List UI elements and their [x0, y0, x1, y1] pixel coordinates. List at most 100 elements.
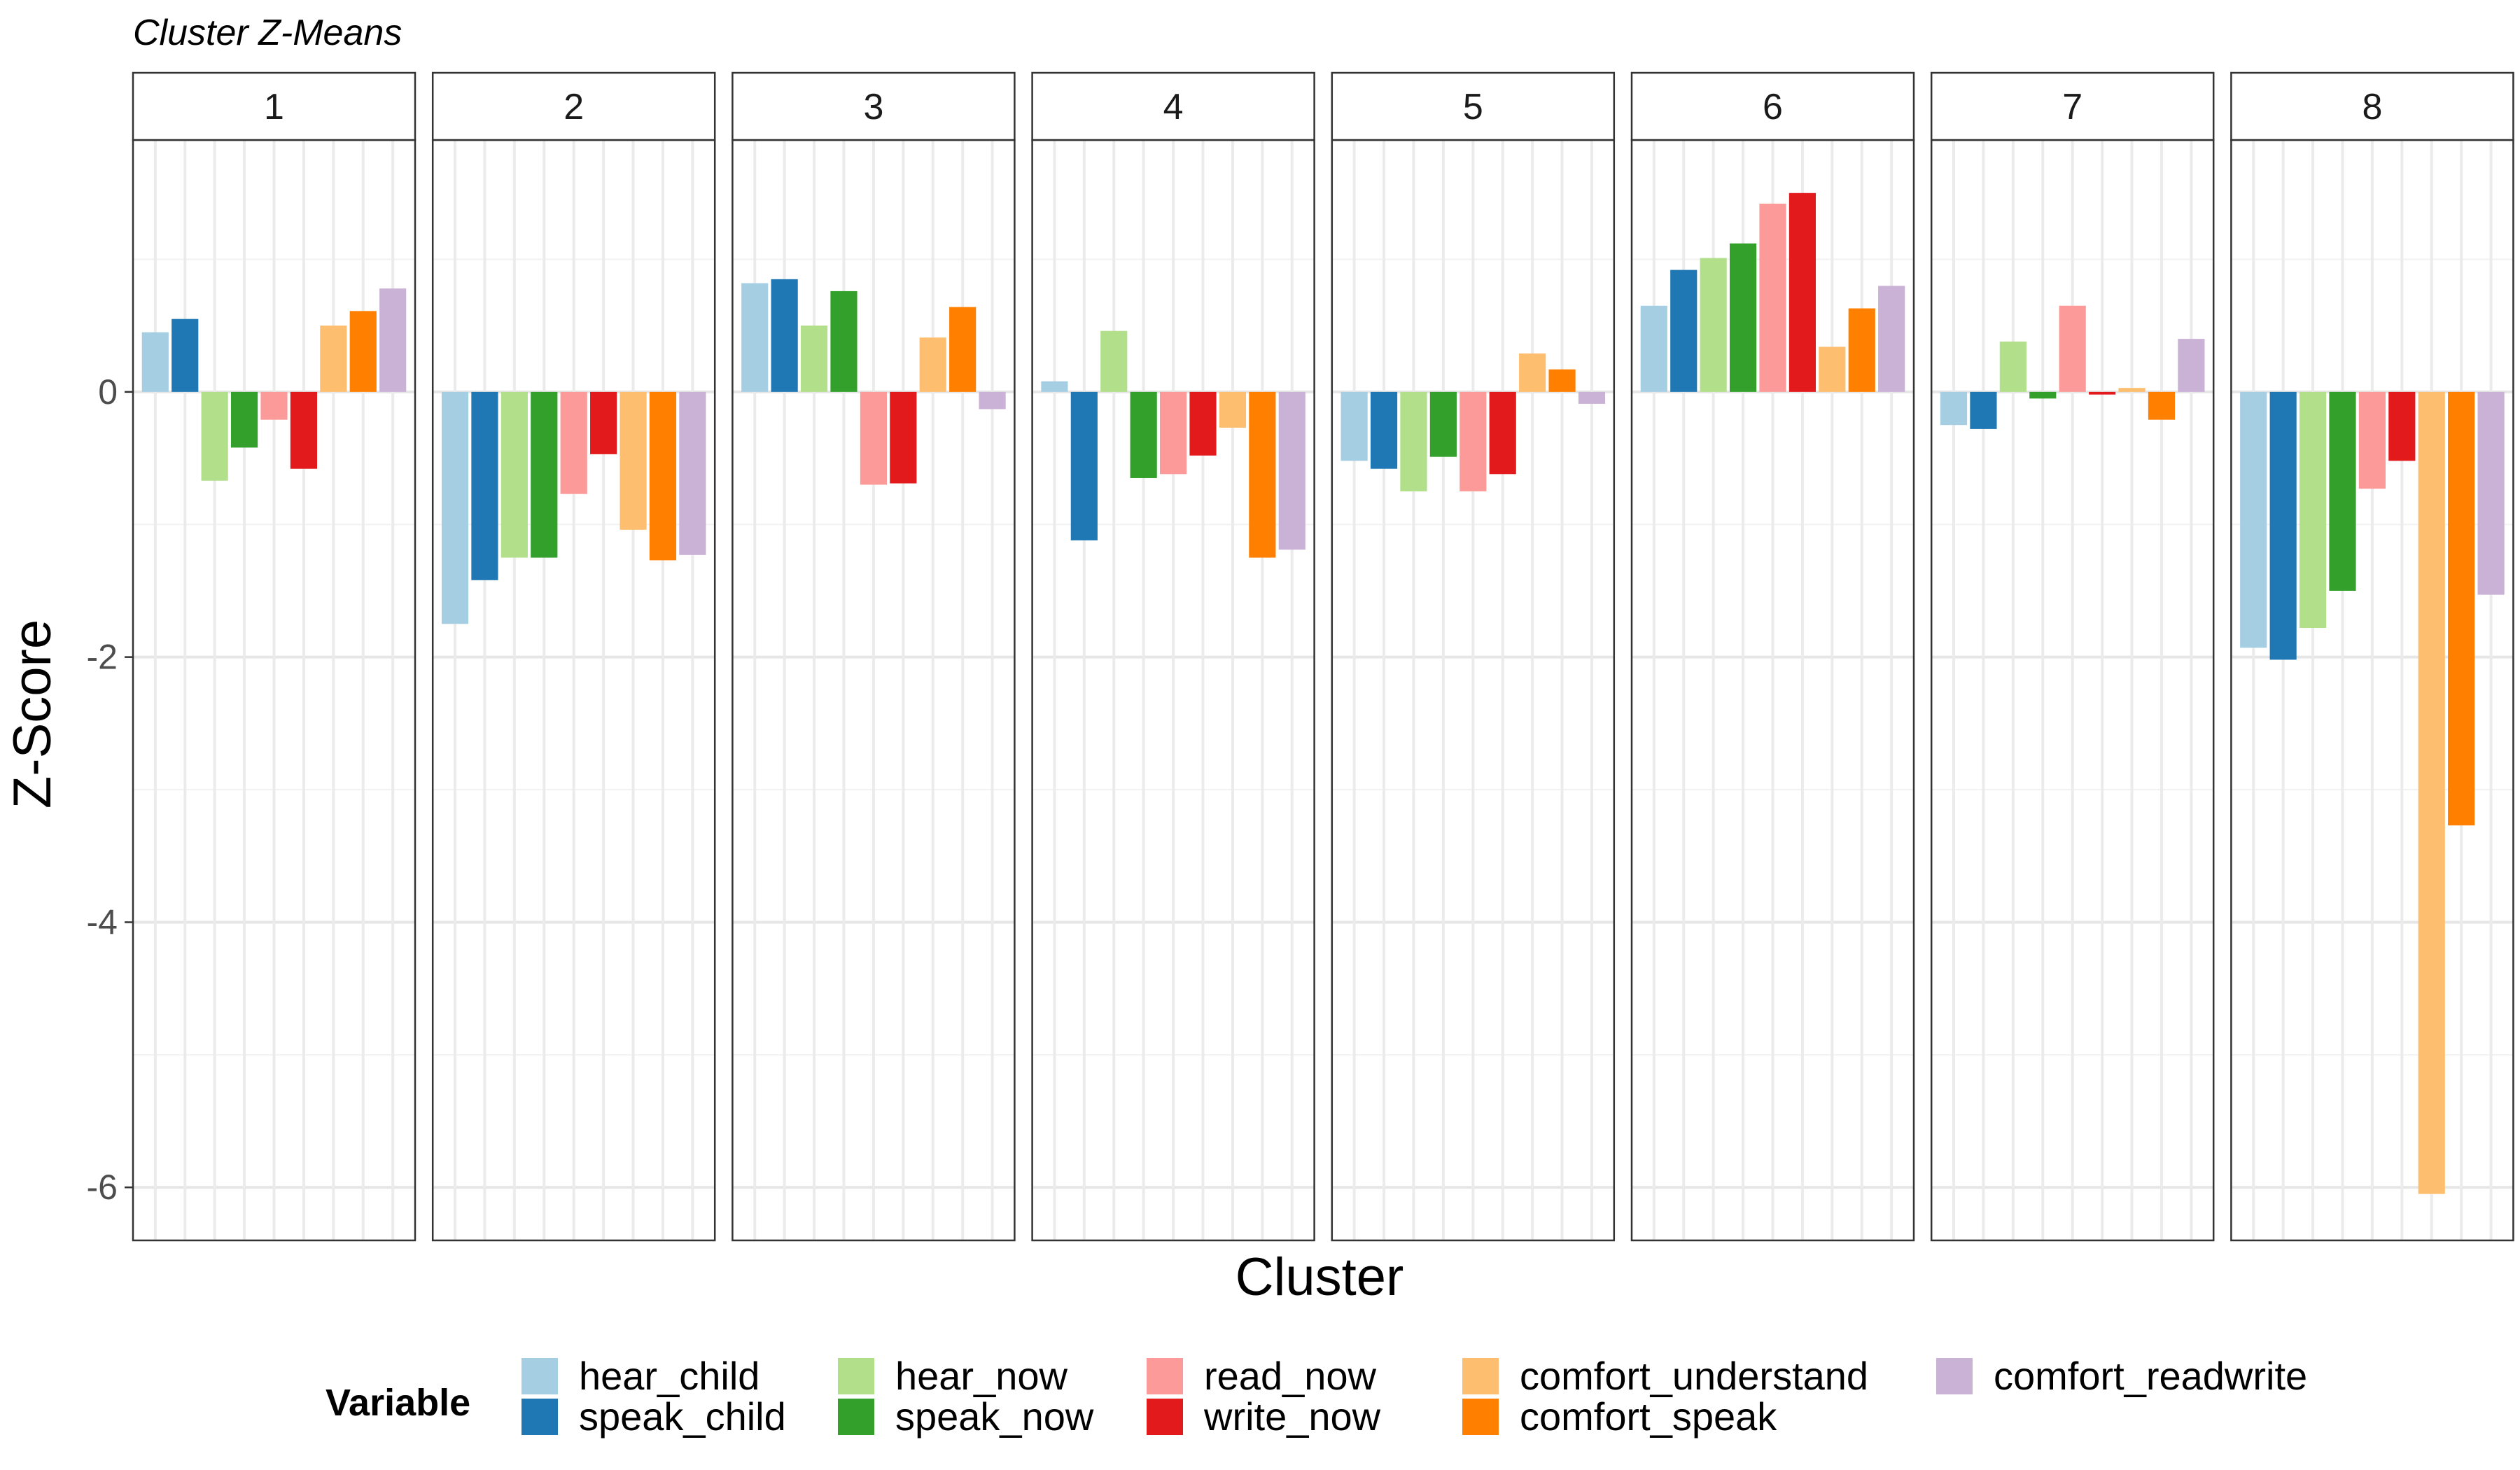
bar-write_now-cluster-3 — [890, 391, 917, 484]
bar-hear_now-cluster-8 — [2299, 391, 2327, 628]
legend-item-hear_child: hear_child — [522, 1354, 760, 1398]
bar-hear_now-cluster-3 — [800, 326, 828, 392]
bar-hear_now-cluster-4 — [1100, 330, 1128, 392]
legend-key — [838, 1358, 874, 1394]
strip-label: 3 — [863, 87, 883, 127]
bar-speak_now-cluster-6 — [1729, 243, 1757, 392]
bar-comfort_readwrite-cluster-1 — [379, 288, 407, 392]
bar-hear_child-cluster-4 — [1041, 381, 1068, 392]
bar-hear_child-cluster-1 — [141, 332, 169, 392]
strip-box — [1031, 71, 1315, 141]
strip-box — [2230, 71, 2514, 141]
bar-speak_now-cluster-4 — [1130, 391, 1157, 478]
bar-hear_child-cluster-5 — [1340, 391, 1368, 461]
bar-comfort_readwrite-cluster-7 — [2178, 339, 2205, 392]
panel-5: 5 — [1331, 71, 1616, 1242]
strip-label: 1 — [264, 87, 284, 127]
panel-4: 4 — [1031, 71, 1315, 1242]
legend-item-speak_child: speak_child — [522, 1394, 786, 1438]
bar-speak_child-cluster-5 — [1370, 391, 1398, 469]
bar-speak_now-cluster-8 — [2329, 391, 2356, 591]
legend-key — [522, 1358, 558, 1394]
panel-3: 3 — [732, 71, 1016, 1242]
legend-item-hear_now: hear_now — [838, 1354, 1068, 1398]
strip-label: 8 — [2362, 87, 2382, 127]
bar-read_now-cluster-5 — [1460, 391, 1487, 491]
bar-speak_child-cluster-2 — [471, 391, 498, 580]
bar-speak_now-cluster-5 — [1429, 391, 1457, 457]
panel-2: 2 — [431, 71, 716, 1242]
bar-comfort_understand-cluster-1 — [320, 326, 347, 392]
bar-read_now-cluster-3 — [860, 391, 887, 485]
legend-item-write_now: write_now — [1147, 1394, 1381, 1438]
strip-label: 4 — [1163, 87, 1184, 127]
legend-key — [838, 1399, 874, 1435]
legend-title: Variable — [326, 1382, 470, 1424]
bar-write_now-cluster-5 — [1489, 391, 1516, 475]
bar-speak_child-cluster-7 — [1970, 391, 1997, 429]
y-tick-label: -6 — [87, 1168, 118, 1207]
bar-write_now-cluster-2 — [590, 391, 617, 454]
bar-hear_child-cluster-7 — [1940, 391, 1968, 426]
bar-hear_child-cluster-6 — [1640, 305, 1667, 392]
strip-box — [1930, 71, 2215, 141]
bar-comfort_speak-cluster-1 — [349, 311, 377, 392]
strip-label: 7 — [2062, 87, 2082, 127]
legend-key — [522, 1399, 558, 1435]
bar-comfort_understand-cluster-6 — [1819, 346, 1846, 392]
legend-label: comfort_readwrite — [1994, 1354, 2307, 1398]
bar-speak_now-cluster-2 — [531, 391, 558, 558]
legend-label: read_now — [1204, 1354, 1377, 1398]
facet-panels: 1 2 3 4 5 6 7 8 — [132, 71, 2514, 1242]
bar-write_now-cluster-8 — [2388, 391, 2416, 461]
bar-comfort_speak-cluster-7 — [2148, 391, 2176, 420]
bar-read_now-cluster-4 — [1160, 391, 1187, 475]
strip-box — [431, 71, 716, 141]
legend-item-speak_now: speak_now — [838, 1394, 1094, 1438]
bar-comfort_readwrite-cluster-8 — [2477, 391, 2505, 595]
y-tick-label: -2 — [87, 638, 118, 677]
panel-1: 1 — [132, 71, 416, 1242]
bar-write_now-cluster-7 — [2089, 391, 2116, 395]
bar-comfort_readwrite-cluster-4 — [1278, 391, 1306, 550]
strip-label: 2 — [564, 87, 584, 127]
bar-speak_child-cluster-8 — [2269, 391, 2297, 660]
bar-write_now-cluster-6 — [1788, 192, 1816, 392]
legend-key — [1462, 1358, 1499, 1394]
y-tick-label: -4 — [87, 902, 118, 941]
bar-hear_now-cluster-7 — [1999, 341, 2026, 392]
bar-read_now-cluster-2 — [560, 391, 587, 494]
bar-comfort_speak-cluster-8 — [2448, 391, 2475, 826]
legend-item-comfort_readwrite: comfort_readwrite — [1936, 1354, 2307, 1398]
bar-comfort_readwrite-cluster-3 — [979, 391, 1006, 410]
strip-box — [732, 71, 1016, 141]
bar-hear_child-cluster-3 — [741, 283, 769, 392]
legend-label: comfort_understand — [1520, 1354, 1868, 1398]
bar-comfort_speak-cluster-6 — [1848, 308, 1875, 392]
bar-read_now-cluster-7 — [2059, 305, 2086, 392]
bar-speak_child-cluster-1 — [172, 318, 199, 392]
bar-comfort_understand-cluster-7 — [2118, 388, 2146, 392]
panel-7: 7 — [1930, 71, 2215, 1242]
bar-hear_child-cluster-8 — [2240, 391, 2267, 648]
strip-label: 5 — [1463, 87, 1483, 127]
legend-key — [1936, 1358, 1973, 1394]
bar-comfort_readwrite-cluster-6 — [1878, 286, 1905, 392]
bar-comfort_understand-cluster-5 — [1519, 353, 1546, 392]
bar-hear_now-cluster-2 — [500, 391, 528, 558]
y-tick-label: 0 — [98, 372, 118, 412]
legend-label: speak_child — [579, 1394, 786, 1438]
bar-write_now-cluster-4 — [1189, 391, 1217, 456]
legend-label: hear_now — [895, 1354, 1068, 1398]
bar-comfort_speak-cluster-4 — [1249, 391, 1276, 558]
y-axis-title: Z-Score — [3, 620, 62, 808]
chart-title: Cluster Z-Means — [133, 13, 402, 53]
bar-read_now-cluster-8 — [2358, 391, 2386, 489]
bar-comfort_speak-cluster-2 — [649, 391, 677, 561]
strip-box — [132, 71, 416, 141]
strip-box — [1331, 71, 1616, 141]
bar-hear_now-cluster-5 — [1400, 391, 1427, 491]
bar-speak_now-cluster-3 — [830, 290, 858, 392]
